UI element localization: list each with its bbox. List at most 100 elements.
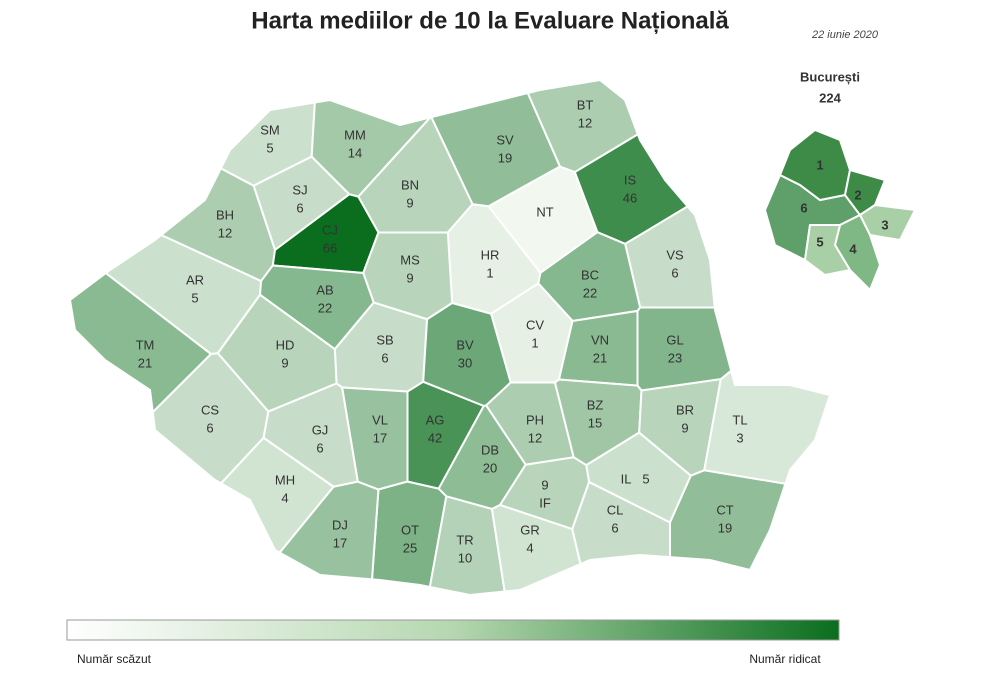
sector-label: 4 [849, 241, 857, 256]
county-code: BT [577, 97, 594, 112]
county-value: 6 [611, 520, 618, 535]
county-value: 1 [531, 335, 538, 350]
county-value: 19 [718, 520, 732, 535]
county-value: 6 [381, 350, 388, 365]
county-code: BC [581, 267, 599, 282]
sector [843, 168, 887, 217]
county [703, 368, 832, 485]
county-value: 6 [671, 265, 678, 280]
county-value: 9 [406, 195, 413, 210]
county-code: BN [401, 177, 419, 192]
county-code: DJ [332, 517, 348, 532]
county-code: SB [376, 332, 393, 347]
county-value: 10 [458, 550, 472, 565]
county-value: 6 [206, 420, 213, 435]
county-code: TR [456, 532, 473, 547]
county-code: MM [344, 127, 366, 142]
legend-low: Număr scăzut [77, 652, 152, 666]
county-code: BR [676, 402, 694, 417]
county-code: MH [275, 472, 295, 487]
county-code: IL [621, 471, 632, 486]
county-value: 14 [348, 145, 362, 160]
county-value: 42 [428, 430, 442, 445]
county-code: CT [716, 502, 733, 517]
county-code: MS [400, 252, 420, 267]
county-code: CS [201, 402, 219, 417]
county-code: CL [607, 502, 624, 517]
county-value: 17 [373, 430, 387, 445]
county-code: SV [496, 132, 514, 147]
county-value: 5 [191, 290, 198, 305]
county [571, 480, 671, 566]
county-value: 21 [138, 355, 152, 370]
county-value: 15 [588, 415, 602, 430]
sector [803, 224, 852, 277]
county-value: 9 [681, 420, 688, 435]
county-code: PH [526, 412, 544, 427]
county-code: GR [520, 522, 540, 537]
county-value: 12 [218, 225, 232, 240]
county-code: BH [216, 207, 234, 222]
county-code: GL [666, 332, 683, 347]
county-code: IF [539, 495, 551, 510]
sector-label: 2 [854, 187, 861, 202]
county-code: OT [401, 522, 419, 537]
county-value: 21 [593, 350, 607, 365]
county-code: CJ [322, 222, 338, 237]
county-value: 19 [498, 150, 512, 165]
legend-high: Număr ridicat [749, 652, 821, 666]
county-code: TL [732, 412, 747, 427]
county-code: BZ [587, 397, 604, 412]
sector-label: 5 [816, 234, 823, 249]
county-value: 9 [406, 270, 413, 285]
county-code: SM [260, 122, 280, 137]
bucharest-value: 224 [819, 90, 841, 105]
county-code: AG [426, 412, 445, 427]
county-value: 17 [333, 535, 347, 550]
county-value: 46 [623, 190, 637, 205]
county-value: 1 [486, 265, 493, 280]
title: Harta mediilor de 10 la Evaluare Naționa… [251, 7, 729, 34]
bucharest-inset: București 224 1 2 3 4 5 6 [763, 69, 917, 292]
county-code: IS [624, 172, 637, 187]
county-code: SJ [292, 182, 307, 197]
county-value: 20 [483, 460, 497, 475]
county-value: 4 [526, 540, 533, 555]
county-code: TM [136, 337, 155, 352]
county-code: CV [526, 317, 544, 332]
county-value: 5 [642, 471, 649, 486]
county-code: HD [276, 337, 295, 352]
county-value: 5 [266, 140, 273, 155]
county-code: BV [456, 337, 474, 352]
county-code: VL [372, 412, 388, 427]
county [636, 306, 733, 392]
county-value: 25 [403, 540, 417, 555]
sector-label: 1 [816, 157, 823, 172]
county-value: 6 [296, 200, 303, 215]
sector-label: 3 [881, 217, 888, 232]
county-value: 12 [528, 430, 542, 445]
county-value: 12 [578, 115, 592, 130]
county-value: 6 [316, 440, 323, 455]
legend-bar [66, 619, 840, 641]
county-code: AR [186, 272, 204, 287]
county-value: 4 [281, 490, 288, 505]
county-code: VN [591, 332, 609, 347]
bucharest-name: București [800, 69, 860, 84]
county-code: AB [316, 282, 333, 297]
county-code: HR [481, 247, 500, 262]
sector-label: 6 [800, 200, 807, 215]
county-value: 22 [583, 285, 597, 300]
county [68, 271, 213, 415]
date: 22 iunie 2020 [811, 29, 879, 41]
county-value: 30 [458, 355, 472, 370]
county-code: DB [481, 442, 499, 457]
county-value: 23 [668, 350, 682, 365]
county-code: GJ [312, 422, 329, 437]
county-code: NT [536, 204, 553, 219]
county-value: 3 [736, 430, 743, 445]
county-value: 9 [541, 477, 548, 492]
county-code: VS [666, 247, 684, 262]
